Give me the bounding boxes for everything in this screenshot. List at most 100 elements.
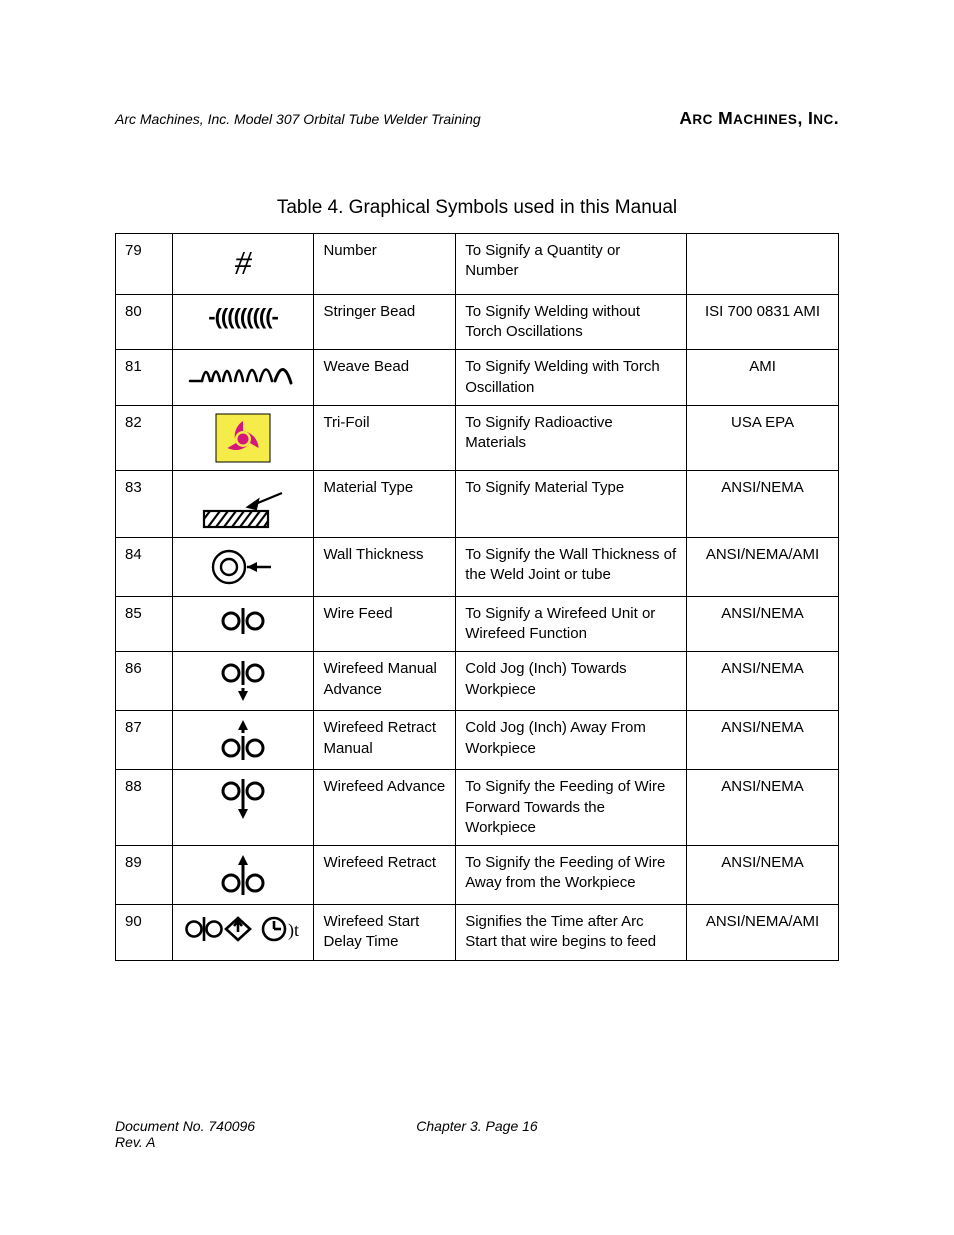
symbol-name: Weave Bead <box>314 350 456 406</box>
table-row: 81 Weave Bead To Signify Welding with To… <box>116 350 839 406</box>
row-number: 85 <box>116 596 173 652</box>
footer-chapter: Chapter 3. Page 16 <box>115 1118 839 1134</box>
logo-char: ACHINES <box>733 112 797 127</box>
symbol-desc: Cold Jog (Inch) Away From Workpiece <box>456 711 687 770</box>
symbol-name: Wirefeed Retract <box>314 846 456 905</box>
symbol-standard: ANSI/NEMA/AMI <box>687 905 839 961</box>
table-row: 89 Wirefeed Retract To Signify the Feedi… <box>116 846 839 905</box>
wire-feed-icon <box>213 604 273 638</box>
symbol-desc: To Signify Radioactive Materials <box>456 405 687 470</box>
symbol-cell <box>172 596 314 652</box>
table-row: 90 )t Wirefeed <box>116 905 839 961</box>
symbol-cell: # <box>172 234 314 295</box>
symbol-standard: ANSI/NEMA <box>687 596 839 652</box>
row-number: 84 <box>116 537 173 596</box>
row-number: 87 <box>116 711 173 770</box>
symbol-desc: Cold Jog (Inch) Towards Workpiece <box>456 652 687 711</box>
trifoil-icon <box>215 413 271 463</box>
symbol-cell: )t <box>172 905 314 961</box>
symbol-standard: ANSI/NEMA/AMI <box>687 537 839 596</box>
symbol-name: Material Type <box>314 470 456 537</box>
symbol-standard <box>687 234 839 295</box>
row-number: 86 <box>116 652 173 711</box>
table-row: 84 Wall Thickness To Signify the Wall Th… <box>116 537 839 596</box>
wirefeed-retract-icon <box>213 853 273 897</box>
row-number: 79 <box>116 234 173 295</box>
symbol-cell <box>172 711 314 770</box>
symbol-cell <box>172 652 314 711</box>
logo-char: NC <box>813 112 834 127</box>
symbol-desc: To Signify the Feeding of Wire Forward T… <box>456 770 687 846</box>
stringer-bead-icon: -(((((((((- <box>208 304 278 329</box>
symbol-name: Tri-Foil <box>314 405 456 470</box>
row-number: 81 <box>116 350 173 406</box>
symbol-desc: To Signify the Wall Thick­ness of the We… <box>456 537 687 596</box>
row-number: 83 <box>116 470 173 537</box>
symbol-standard: ISI 700 0831 AMI <box>687 294 839 350</box>
symbol-desc: To Signify Welding with Torch Oscillatio… <box>456 350 687 406</box>
symbol-cell <box>172 470 314 537</box>
wall-thickness-icon <box>203 545 283 589</box>
page-footer: Document No. 740096 Rev. A Chapter 3. Pa… <box>115 1118 839 1150</box>
svg-text:)t: )t <box>288 920 299 941</box>
logo-char: A <box>679 108 692 128</box>
symbol-desc: To Signify Welding with­out Torch Oscill… <box>456 294 687 350</box>
table-row: 85 Wire Feed To Signify a Wirefeed Unit … <box>116 596 839 652</box>
table-row: 88 Wirefeed Advance To Signify the Feedi… <box>116 770 839 846</box>
symbols-table: 79 # Number To Signify a Quantity or Num… <box>115 233 839 961</box>
table-row: 83 <box>116 470 839 537</box>
row-number: 90 <box>116 905 173 961</box>
table-row: 82 Tri-Foil To Signify Radioactive Mater… <box>116 405 839 470</box>
symbol-standard: ANSI/NEMA <box>687 770 839 846</box>
header-left: Arc Machines, Inc. Model 307 Orbital Tub… <box>115 111 481 127</box>
logo-char: , I <box>797 108 813 128</box>
footer-rev: Rev. A <box>115 1134 255 1150</box>
symbol-standard: ANSI/NEMA <box>687 470 839 537</box>
symbol-name: Wirefeed Man­ual Advance <box>314 652 456 711</box>
symbol-name: Stringer Bead <box>314 294 456 350</box>
logo-char: RC <box>692 112 713 127</box>
symbol-standard: ANSI/NEMA <box>687 846 839 905</box>
wirefeed-retract-manual-icon <box>213 718 273 762</box>
symbol-cell <box>172 537 314 596</box>
table-caption: Table 4. Graphical Symbols used in this … <box>115 197 839 219</box>
table-row: 87 Wirefeed Retract Manual Cold Jog (Inc… <box>116 711 839 770</box>
logo-char: M <box>713 108 733 128</box>
header-right-logo: ARC MACHINES, INC. <box>679 108 839 129</box>
symbol-name: Wirefeed Retract Manual <box>314 711 456 770</box>
row-number: 82 <box>116 405 173 470</box>
symbol-name: Wall Thickness <box>314 537 456 596</box>
symbol-cell <box>172 846 314 905</box>
row-number: 88 <box>116 770 173 846</box>
material-type-icon <box>198 487 288 531</box>
symbol-desc: Signifies the Time after Arc Start that … <box>456 905 687 961</box>
symbol-name: Wirefeed Advance <box>314 770 456 846</box>
logo-char: . <box>834 108 839 128</box>
symbol-cell <box>172 405 314 470</box>
table-row: 80 -(((((((((- Stringer Bead To Signify … <box>116 294 839 350</box>
symbol-cell: -(((((((((- <box>172 294 314 350</box>
symbol-cell <box>172 350 314 406</box>
symbol-desc: To Signify a Wirefeed Unit or Wirefeed F… <box>456 596 687 652</box>
symbol-standard: USA EPA <box>687 405 839 470</box>
table-row: 86 Wirefeed Man­ual Advance Cold Jog (In… <box>116 652 839 711</box>
symbol-name: Number <box>314 234 456 295</box>
symbol-desc: To Signify Material Type <box>456 470 687 537</box>
symbol-standard: ANSI/NEMA <box>687 711 839 770</box>
table-row: 79 # Number To Signify a Quantity or Num… <box>116 234 839 295</box>
wirefeed-advance-icon <box>213 777 273 821</box>
symbol-name: Wirefeed Start Delay Time <box>314 905 456 961</box>
wirefeed-manual-advance-icon <box>213 659 273 703</box>
symbol-standard: ANSI/NEMA <box>687 652 839 711</box>
symbol-desc: To Signify a Quantity or Number <box>456 234 687 295</box>
weave-bead-icon <box>188 357 298 387</box>
symbol-desc: To Signify the Feeding of Wire Away from… <box>456 846 687 905</box>
symbol-cell <box>172 770 314 846</box>
symbol-name: Wire Feed <box>314 596 456 652</box>
number-icon: # <box>235 245 252 282</box>
row-number: 80 <box>116 294 173 350</box>
wirefeed-start-delay-icon: )t <box>182 912 306 946</box>
page-header: Arc Machines, Inc. Model 307 Orbital Tub… <box>115 108 839 129</box>
row-number: 89 <box>116 846 173 905</box>
symbol-standard: AMI <box>687 350 839 406</box>
